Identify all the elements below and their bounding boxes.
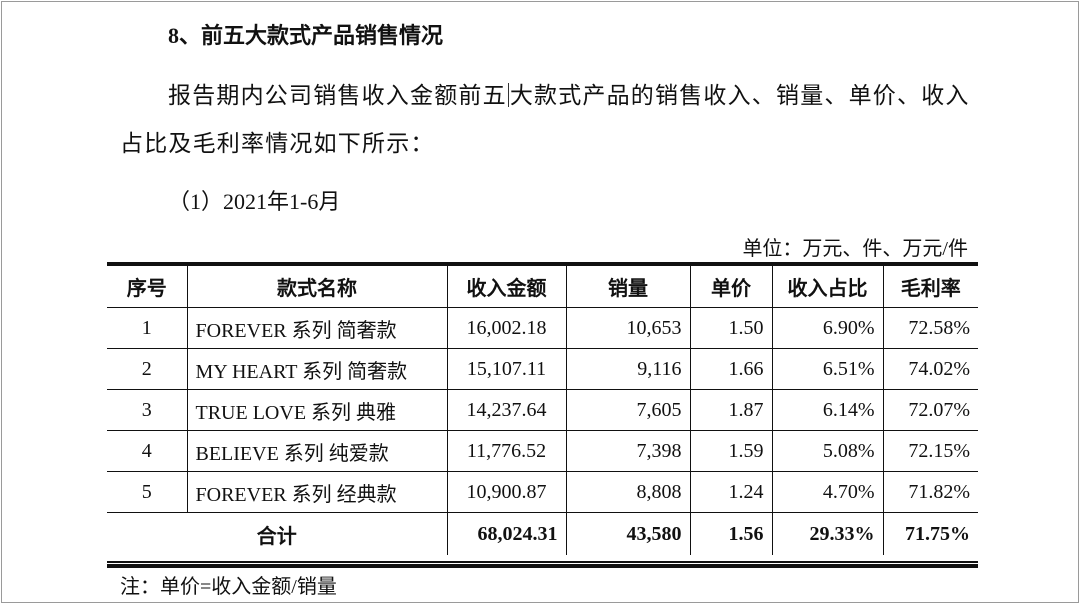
paragraph-line-2: 占比及毛利率情况如下所示： <box>120 131 435 156</box>
paragraph-text: 报告期内公司销售收入金额前五 <box>168 83 507 108</box>
column-header: 单价 <box>689 263 773 308</box>
column-header: 销量 <box>565 263 691 308</box>
table-cell: 7,398 <box>565 430 691 472</box>
column-header: 收入金额 <box>446 263 567 308</box>
table-cell: 1.66 <box>689 348 773 390</box>
table-cell: 5 <box>107 471 188 513</box>
total-cell: 71.75% <box>882 512 978 555</box>
section-heading: 8、前五大款式产品销售情况 <box>168 23 444 48</box>
table-rule <box>107 564 978 568</box>
table-row: 2 MY HEART 系列 简奢款 15,107.11 9,116 1.66 6.51% 7… <box>107 348 978 390</box>
table-cell: FOREVER 系列 简奢款 <box>186 307 448 349</box>
table-row: 5 FOREVER 系列 经典款 10,900.87 8,808 1.24 4.70% 71… <box>107 471 978 513</box>
table-cell: 8,808 <box>565 471 691 513</box>
table-header-row: 序号 款式名称 收入金额 销量 单价 收入占比 毛利率 <box>107 263 978 308</box>
subheading: （1）2021年1-6月 <box>168 189 341 214</box>
table-cell: TRUE LOVE 系列 典雅 <box>186 389 448 431</box>
total-cell: 43,580 <box>565 512 691 555</box>
table-cell: 4 <box>107 430 188 472</box>
table-row: 3 TRUE LOVE 系列 典雅 14,237.64 7,605 1.87 6.14% 7… <box>107 389 978 431</box>
table-cell: 7,605 <box>565 389 691 431</box>
table-cell: 1.24 <box>689 471 773 513</box>
unit-label: 单位：万元、件、万元/件 <box>742 238 968 260</box>
table-cell: 1.59 <box>689 430 773 472</box>
table-note: 注：单价=收入金额/销量 <box>120 576 337 598</box>
table-cell: 74.02% <box>882 348 978 390</box>
table-row: 4 BELIEVE 系列 纯爱款 11,776.52 7,398 1.59 5.08% 72… <box>107 430 978 472</box>
total-cell: 29.33% <box>771 512 884 555</box>
table-cell: 9,116 <box>565 348 691 390</box>
table-cell: 10,653 <box>565 307 691 349</box>
table-cell: 14,237.64 <box>446 389 567 431</box>
sales-table: 序号 款式名称 收入金额 销量 单价 收入占比 毛利率 1 FOREVER 系列 简奢款 16,… <box>107 262 978 555</box>
table-cell: 16,002.18 <box>446 307 567 349</box>
table-cell: 6.90% <box>771 307 884 349</box>
paragraph-text: 大款式产品的销售收入、销量、单价、收入 <box>509 83 970 108</box>
table-cell: 6.51% <box>771 348 884 390</box>
paragraph-line-1: 报告期内公司销售收入金额前五 大款式产品的销售收入、销量、单价、收入 <box>168 76 970 110</box>
total-cell: 68,024.31 <box>446 512 567 555</box>
column-header: 序号 <box>107 263 188 308</box>
table-cell: 1.87 <box>689 389 773 431</box>
table-cell: 6.14% <box>771 389 884 431</box>
table-cell: 15,107.11 <box>446 348 567 390</box>
total-row: 合计 68,024.31 43,580 1.56 29.33% 71.75% <box>107 512 978 555</box>
table-cell: 72.15% <box>882 430 978 472</box>
text-caret <box>507 83 509 107</box>
table-cell: 10,900.87 <box>446 471 567 513</box>
column-header: 毛利率 <box>882 263 978 308</box>
column-header: 收入占比 <box>771 263 884 308</box>
total-cell: 1.56 <box>689 512 773 555</box>
table-cell: 4.70% <box>771 471 884 513</box>
table-cell: BELIEVE 系列 纯爱款 <box>186 430 448 472</box>
table-cell: 5.08% <box>771 430 884 472</box>
table-cell: 2 <box>107 348 188 390</box>
total-label: 合计 <box>107 512 448 555</box>
table-cell: MY HEART 系列 简奢款 <box>186 348 448 390</box>
table-cell: 71.82% <box>882 471 978 513</box>
table-cell: 72.07% <box>882 389 978 431</box>
table-cell: FOREVER 系列 经典款 <box>186 471 448 513</box>
table-cell: 72.58% <box>882 307 978 349</box>
table-rule <box>107 561 978 563</box>
table-cell: 1.50 <box>689 307 773 349</box>
table-cell: 11,776.52 <box>446 430 567 472</box>
table-cell: 3 <box>107 389 188 431</box>
table-cell: 1 <box>107 307 188 349</box>
column-header: 款式名称 <box>186 263 448 308</box>
table-row: 1 FOREVER 系列 简奢款 16,002.18 10,653 1.50 6.90% 7… <box>107 307 978 349</box>
